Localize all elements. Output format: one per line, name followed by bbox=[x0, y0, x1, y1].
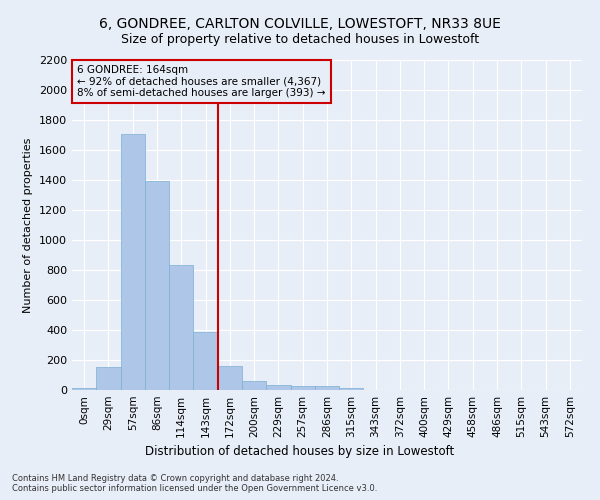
Bar bbox=[315, 386, 339, 390]
Bar bbox=[193, 332, 218, 390]
Bar bbox=[72, 388, 96, 390]
Bar bbox=[169, 265, 193, 390]
Text: 6, GONDREE, CARLTON COLVILLE, LOWESTOFT, NR33 8UE: 6, GONDREE, CARLTON COLVILLE, LOWESTOFT,… bbox=[99, 18, 501, 32]
Text: Contains public sector information licensed under the Open Government Licence v3: Contains public sector information licen… bbox=[12, 484, 377, 493]
Bar bbox=[266, 385, 290, 390]
Bar bbox=[339, 388, 364, 390]
Text: 6 GONDREE: 164sqm
← 92% of detached houses are smaller (4,367)
8% of semi-detach: 6 GONDREE: 164sqm ← 92% of detached hous… bbox=[77, 65, 326, 98]
Text: Contains HM Land Registry data © Crown copyright and database right 2024.: Contains HM Land Registry data © Crown c… bbox=[12, 474, 338, 483]
Text: Size of property relative to detached houses in Lowestoft: Size of property relative to detached ho… bbox=[121, 32, 479, 46]
Bar bbox=[242, 381, 266, 390]
Bar bbox=[290, 386, 315, 390]
Bar bbox=[121, 134, 145, 390]
Y-axis label: Number of detached properties: Number of detached properties bbox=[23, 138, 34, 312]
Text: Distribution of detached houses by size in Lowestoft: Distribution of detached houses by size … bbox=[145, 444, 455, 458]
Bar bbox=[218, 366, 242, 390]
Bar bbox=[145, 180, 169, 390]
Bar bbox=[96, 367, 121, 390]
